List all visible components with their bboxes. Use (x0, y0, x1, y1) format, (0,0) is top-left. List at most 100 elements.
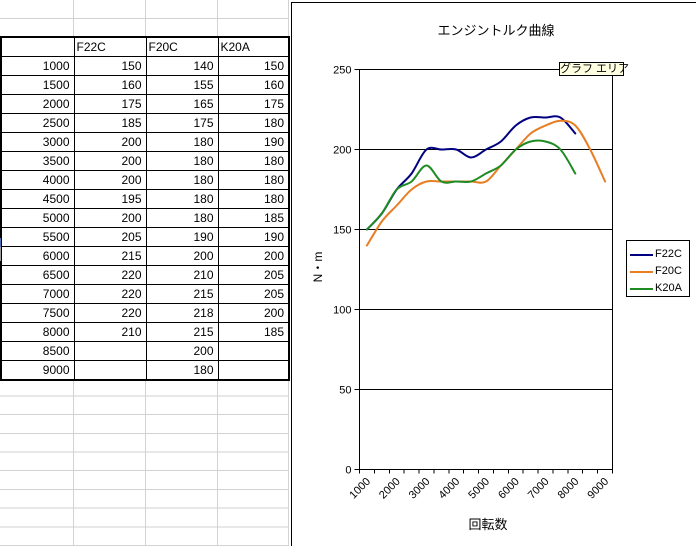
table-cell[interactable]: 6000 (0, 246, 75, 266)
table-cell[interactable]: 4000 (0, 170, 75, 190)
table-cell[interactable] (217, 360, 290, 381)
table-cell[interactable] (73, 341, 147, 361)
y-axis-tick-label: 150 (333, 225, 351, 237)
table-cell[interactable]: 185 (217, 208, 290, 228)
legend-item[interactable]: K20A (630, 280, 689, 297)
table-cell[interactable]: 180 (217, 113, 290, 133)
table-cell[interactable]: 9000 (0, 360, 75, 381)
table-row: 5500 205 190 190 (0, 227, 290, 247)
table-cell[interactable]: 210 (73, 322, 147, 342)
sheet-gridlines (0, 359, 288, 546)
table-cell[interactable]: 3500 (0, 151, 75, 171)
table-cell[interactable]: 4500 (0, 189, 75, 209)
table-row: 3000 200 180 190 (0, 132, 290, 152)
table-cell[interactable]: 215 (145, 284, 219, 304)
x-axis-tick-label: 1000 (347, 476, 373, 502)
table-cell[interactable]: 180 (217, 170, 290, 190)
table-cell[interactable] (0, 36, 75, 57)
table-cell[interactable]: 205 (217, 265, 290, 285)
table-cell[interactable]: 165 (145, 94, 219, 114)
table-cell[interactable]: 215 (73, 246, 147, 266)
series-line-f22c[interactable] (365, 115, 577, 231)
table-row: 2000 175 165 175 (0, 94, 290, 114)
table-cell[interactable]: 2500 (0, 113, 75, 133)
table-cell[interactable]: 190 (217, 227, 290, 247)
table-cell[interactable]: 5000 (0, 208, 75, 228)
legend-item[interactable]: F22C (630, 246, 689, 263)
table-cell[interactable]: 7500 (0, 303, 75, 323)
table-cell[interactable]: 8000 (0, 322, 75, 342)
y-axis-tick-label: 200 (333, 145, 351, 157)
table-cell[interactable]: 205 (73, 227, 147, 247)
table-cell[interactable]: 210 (145, 265, 219, 285)
table-cell[interactable]: 180 (145, 189, 219, 209)
table-cell[interactable]: 190 (145, 227, 219, 247)
table-cell[interactable]: 220 (73, 303, 147, 323)
table-row: 8000 210 215 185 (0, 322, 290, 342)
table-cell[interactable]: 180 (145, 170, 219, 190)
table-row: 1500 160 155 160 (0, 75, 290, 95)
table-cell[interactable]: 155 (145, 75, 219, 95)
table-cell[interactable]: 220 (73, 265, 147, 285)
table-cell[interactable]: 190 (217, 132, 290, 152)
table-cell[interactable]: 200 (145, 341, 219, 361)
table-cell[interactable]: 220 (73, 284, 147, 304)
x-axis-tick-label: 6000 (496, 476, 522, 502)
table-row: 7000 220 215 205 (0, 284, 290, 304)
table-cell[interactable]: 200 (217, 303, 290, 323)
table-cell[interactable]: 180 (145, 151, 219, 171)
table-cell[interactable]: 3000 (0, 132, 75, 152)
chart-object[interactable]: 0 50 100 150 200 250 1000 2000 3000 4000 5000 6000 7… (291, 2, 696, 546)
table-row: 6000 215 200 200 (0, 246, 290, 266)
table-cell[interactable]: 218 (145, 303, 219, 323)
table-cell[interactable]: 200 (73, 208, 147, 228)
series-line-k20a[interactable] (365, 139, 577, 231)
y-axis-tick-label: 50 (339, 385, 351, 397)
table-cell[interactable]: 185 (73, 113, 147, 133)
sheet-gridline (0, 18, 288, 19)
table-cell[interactable]: 180 (145, 208, 219, 228)
chart-title[interactable]: エンジントルク曲線 (437, 23, 555, 38)
table-cell[interactable]: 1000 (0, 56, 75, 76)
table-cell[interactable]: 180 (217, 151, 290, 171)
legend-line-swatch-icon (630, 270, 653, 273)
table-cell[interactable] (73, 360, 147, 381)
table-cell[interactable]: 215 (145, 322, 219, 342)
table-cell[interactable]: 175 (73, 94, 147, 114)
table-cell[interactable]: K20A (217, 36, 290, 57)
chart-legend[interactable]: F22C F20C K20A (626, 240, 690, 297)
table-cell[interactable]: 200 (73, 151, 147, 171)
table-cell[interactable]: 5500 (0, 227, 75, 247)
x-axis-title[interactable]: 回転数 (468, 517, 508, 532)
table-cell[interactable]: 200 (73, 132, 147, 152)
table-cell[interactable]: 175 (145, 113, 219, 133)
table-cell[interactable]: 150 (217, 56, 290, 76)
table-cell[interactable]: F22C (73, 36, 147, 57)
table-cell[interactable]: 185 (217, 322, 290, 342)
table-cell[interactable]: 160 (73, 75, 147, 95)
table-cell[interactable]: 180 (145, 360, 219, 381)
table-cell[interactable]: F20C (145, 36, 219, 57)
x-axis-tick-label: 5000 (466, 476, 492, 502)
table-cell[interactable]: 200 (145, 246, 219, 266)
table-cell[interactable]: 205 (217, 284, 290, 304)
table-cell[interactable]: 8500 (0, 341, 75, 361)
table-cell[interactable]: 200 (73, 170, 147, 190)
table-cell[interactable]: 180 (217, 189, 290, 209)
table-cell[interactable]: 175 (217, 94, 290, 114)
legend-item[interactable]: F20C (630, 263, 689, 280)
table-cell[interactable]: 150 (73, 56, 147, 76)
table-cell[interactable]: 7000 (0, 284, 75, 304)
table-cell[interactable]: 195 (73, 189, 147, 209)
table-cell[interactable]: 200 (217, 246, 290, 266)
table-cell[interactable]: 1500 (0, 75, 75, 95)
table-cell[interactable]: 6500 (0, 265, 75, 285)
series-line-f20c[interactable] (365, 119, 607, 247)
table-cell[interactable] (217, 341, 290, 361)
table-cell[interactable]: 2000 (0, 94, 75, 114)
table-row: 6500 220 210 205 (0, 265, 290, 285)
y-axis-title[interactable]: N・m (311, 251, 325, 283)
table-cell[interactable]: 180 (145, 132, 219, 152)
table-cell[interactable]: 160 (217, 75, 290, 95)
table-cell[interactable]: 140 (145, 56, 219, 76)
